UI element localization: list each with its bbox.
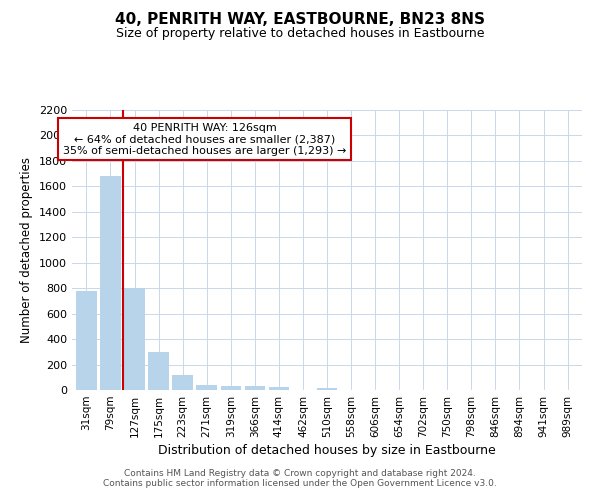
Text: Contains public sector information licensed under the Open Government Licence v3: Contains public sector information licen…	[103, 478, 497, 488]
Text: 40 PENRITH WAY: 126sqm
← 64% of detached houses are smaller (2,387)
35% of semi-: 40 PENRITH WAY: 126sqm ← 64% of detached…	[63, 122, 346, 156]
Bar	[269, 388, 289, 390]
Bar	[317, 388, 337, 390]
Bar	[245, 386, 265, 390]
Text: Size of property relative to detached houses in Eastbourne: Size of property relative to detached ho…	[116, 28, 484, 40]
Text: Contains HM Land Registry data © Crown copyright and database right 2024.: Contains HM Land Registry data © Crown c…	[124, 468, 476, 477]
Bar	[148, 352, 169, 390]
Bar	[100, 176, 121, 390]
X-axis label: Distribution of detached houses by size in Eastbourne: Distribution of detached houses by size …	[158, 444, 496, 457]
Bar	[76, 290, 97, 390]
Bar	[196, 385, 217, 390]
Bar	[124, 288, 145, 390]
Bar	[221, 386, 241, 390]
Bar	[172, 376, 193, 390]
Text: 40, PENRITH WAY, EASTBOURNE, BN23 8NS: 40, PENRITH WAY, EASTBOURNE, BN23 8NS	[115, 12, 485, 28]
Y-axis label: Number of detached properties: Number of detached properties	[20, 157, 34, 343]
